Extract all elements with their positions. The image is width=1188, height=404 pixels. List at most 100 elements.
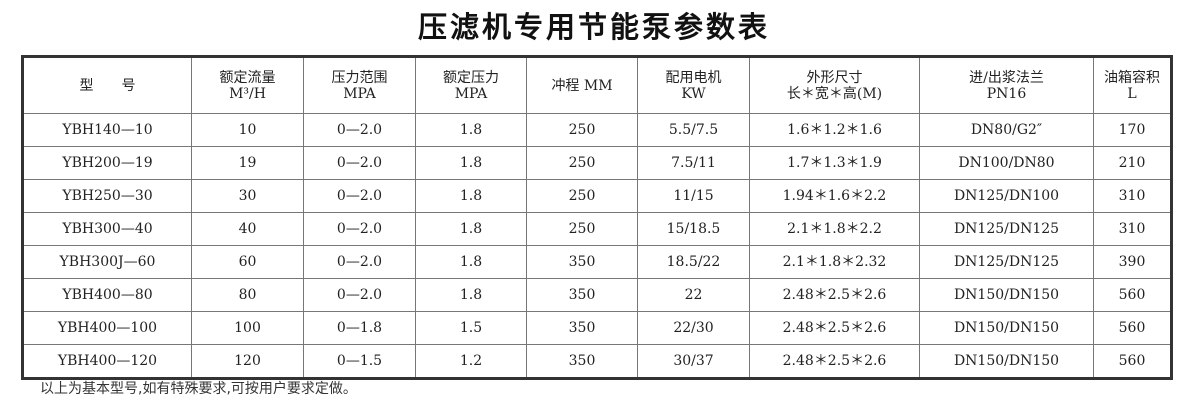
column-header: 额定流量 M³/H xyxy=(191,56,304,114)
table-cell: 5.5/7.5 xyxy=(637,113,750,147)
table-cell: 1.8 xyxy=(415,245,527,279)
column-header: 冲程 MM xyxy=(526,56,638,114)
table-cell: 120 xyxy=(191,344,304,379)
table-cell: 1.8 xyxy=(415,146,527,180)
table-cell: 60 xyxy=(191,245,304,279)
table-cell: 1.8 xyxy=(415,179,527,213)
table-cell: YBH400—80 xyxy=(22,278,192,312)
table-cell: 250 xyxy=(526,179,638,213)
header-unit: KW xyxy=(681,85,706,102)
table-cell: 1.94＊1.6＊2.2 xyxy=(749,179,920,213)
column-header: 外形尺寸 长＊宽＊高(M) xyxy=(749,56,920,114)
table-cell: 1.2 xyxy=(415,344,527,379)
table-row: YBH300—40 40 0—2.0 1.8 250 15/18.5 2.1＊1.8＊2.2… xyxy=(22,212,1172,246)
column-header: 配用电机 KW xyxy=(637,56,750,114)
header-unit: 长＊宽＊高(M) xyxy=(786,85,883,102)
table-cell: DN150/DN150 xyxy=(919,311,1094,345)
table-cell: 2.48＊2.5＊2.6 xyxy=(749,311,920,345)
table-cell: 560 xyxy=(1093,344,1172,379)
column-header: 油箱容积 L xyxy=(1093,56,1172,114)
table-row: YBH200—19 19 0—2.0 1.8 250 7.5/11 1.7＊1.3＊1.9 D… xyxy=(22,146,1172,180)
table-cell: DN100/DN80 xyxy=(919,146,1094,180)
table-row: YBH400—80 80 0—2.0 1.8 350 22 2.48＊2.5＊2.6 DN15… xyxy=(22,278,1172,312)
header-label: 额定流量 xyxy=(219,69,276,86)
table-row: YBH400—120 120 0—1.5 1.2 350 30/37 2.48＊2.5＊2.… xyxy=(22,344,1172,379)
table-cell: DN150/DN150 xyxy=(919,278,1094,312)
table-cell: 11/15 xyxy=(637,179,750,213)
table-cell: 350 xyxy=(526,278,638,312)
column-header: 进/出浆法兰 PN16 xyxy=(919,56,1094,114)
table-cell: 2.1＊1.8＊2.2 xyxy=(749,212,920,246)
table-cell: DN150/DN150 xyxy=(919,344,1094,379)
header-label: 进/出浆法兰 xyxy=(969,69,1044,86)
table-cell: 22/30 xyxy=(637,311,750,345)
table-cell: 100 xyxy=(191,311,304,345)
table-cell: 310 xyxy=(1093,179,1172,213)
table-cell: YBH400—120 xyxy=(22,344,192,379)
page-title: 压滤机专用节能泵参数表 xyxy=(417,10,770,44)
table-cell: 10 xyxy=(191,113,304,147)
table-cell: 2.48＊2.5＊2.6 xyxy=(749,278,920,312)
header-unit: PN16 xyxy=(986,85,1027,102)
column-header: 压力范围 MPA xyxy=(303,56,416,114)
table-cell: 250 xyxy=(526,113,638,147)
header-label: 配用电机 xyxy=(665,69,722,86)
pump-parameter-table: 型 号额定流量 M³/H 压力范围 MPA 额定压力 MPA 冲程 MM 配用电机 KW 外形尺寸… xyxy=(21,55,1173,380)
table-cell: 30/37 xyxy=(637,344,750,379)
table-cell: YBH200—19 xyxy=(22,146,192,180)
table-row: YBH400—100 100 0—1.8 1.5 350 22/30 2.48＊2.5＊2.… xyxy=(22,311,1172,345)
table-cell: 0—2.0 xyxy=(303,245,416,279)
table-row: YBH250—30 30 0—2.0 1.8 250 11/15 1.94＊1.6＊2.2 D… xyxy=(22,179,1172,213)
header-unit: MPA xyxy=(343,85,376,102)
table-cell: 1.8 xyxy=(415,113,527,147)
table-cell: DN125/DN125 xyxy=(919,245,1094,279)
table-cell: 0—2.0 xyxy=(303,146,416,180)
table-cell: 7.5/11 xyxy=(637,146,750,180)
header-row: 型 号额定流量 M³/H 压力范围 MPA 额定压力 MPA 冲程 MM 配用电机 KW 外形尺寸… xyxy=(22,56,1172,114)
table-cell: DN125/DN100 xyxy=(919,179,1094,213)
header-label: 油箱容积 xyxy=(1104,69,1160,86)
column-header: 型 号 xyxy=(22,56,192,114)
header-label: 额定压力 xyxy=(443,69,499,86)
table-cell: DN80/G2″ xyxy=(919,113,1094,147)
table-cell: 560 xyxy=(1093,311,1172,345)
table-cell: 250 xyxy=(526,146,638,180)
table-cell: 250 xyxy=(526,212,638,246)
table-cell: 1.7＊1.3＊1.9 xyxy=(749,146,920,180)
table-cell: 0—2.0 xyxy=(303,212,416,246)
header-label: 型 号 xyxy=(79,77,136,94)
table-cell: 18.5/22 xyxy=(637,245,750,279)
table-cell: 0—2.0 xyxy=(303,113,416,147)
table-cell: 1.5 xyxy=(415,311,527,345)
table-cell: 2.1＊1.8＊2.32 xyxy=(749,245,920,279)
table-cell: 350 xyxy=(526,311,638,345)
header-label: 冲程 MM xyxy=(551,77,613,94)
table-cell: 210 xyxy=(1093,146,1172,180)
table-cell: 80 xyxy=(191,278,304,312)
table-cell: 2.48＊2.5＊2.6 xyxy=(749,344,920,379)
table-cell: 350 xyxy=(526,344,638,379)
table-row: YBH300J—60 60 0—2.0 1.8 350 18.5/22 2.1＊1.8＊2.… xyxy=(22,245,1172,279)
header-unit: L xyxy=(1127,85,1137,102)
table-cell: YBH250—30 xyxy=(22,179,192,213)
table-cell: 1.6＊1.2＊1.6 xyxy=(749,113,920,147)
table-cell: 170 xyxy=(1093,113,1172,147)
table-cell: DN125/DN125 xyxy=(919,212,1094,246)
table-cell: YBH300J—60 xyxy=(22,245,192,279)
table-cell: 390 xyxy=(1093,245,1172,279)
table-cell: YBH400—100 xyxy=(22,311,192,345)
table-cell: 0—2.0 xyxy=(303,278,416,312)
table-cell: 350 xyxy=(526,245,638,279)
table-cell: 40 xyxy=(191,212,304,246)
table-cell: 30 xyxy=(191,179,304,213)
header-unit: MPA xyxy=(454,85,488,102)
table-cell: YBH300—40 xyxy=(22,212,192,246)
table-cell: 0—1.5 xyxy=(303,344,416,379)
table-cell: 310 xyxy=(1093,212,1172,246)
table-cell: YBH140—10 xyxy=(22,113,192,147)
table-cell: 0—1.8 xyxy=(303,311,416,345)
table-cell: 1.8 xyxy=(415,212,527,246)
footnote: 以上为基本型号,如有特殊要求,可按用户要求定做。 xyxy=(40,381,357,397)
column-header: 额定压力 MPA xyxy=(415,56,527,114)
header-label: 压力范围 xyxy=(331,69,388,86)
